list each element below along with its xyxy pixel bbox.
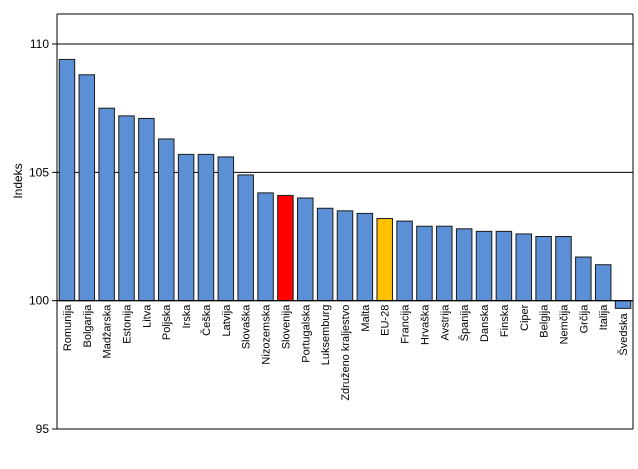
- x-tick-label: Hrvaška: [419, 304, 431, 345]
- x-tick-label: Združeno kraljestvo: [340, 305, 352, 401]
- bar: [157, 138, 175, 302]
- x-tick-label: Irska: [181, 304, 193, 329]
- x-tick-label: Italija: [598, 304, 610, 331]
- x-tick-label: Nizozemska: [261, 304, 273, 365]
- bar: [197, 153, 215, 302]
- x-tick-label: Romunija: [62, 304, 74, 351]
- x-tick-label: Švedska: [617, 312, 630, 355]
- bar: [277, 194, 294, 302]
- x-tick-label: Nemčija: [558, 304, 570, 345]
- x-tick-label: Malta: [360, 304, 372, 332]
- x-tick-label: Finska: [499, 304, 511, 337]
- x-tick-label: Belgija: [539, 304, 551, 338]
- x-tick-label: Češka: [200, 304, 213, 336]
- x-tick-label: Slovenija: [280, 304, 292, 350]
- bar: [257, 192, 274, 302]
- bar: [376, 218, 393, 302]
- x-tick-label: Francija: [400, 304, 412, 344]
- bar: [237, 174, 254, 302]
- bar: [396, 220, 413, 302]
- bar: [217, 156, 235, 302]
- y-axis-label: Indeks: [11, 163, 25, 198]
- bar: [594, 264, 612, 302]
- x-tick-label: Slovaška: [241, 304, 253, 350]
- x-tick-label: Luksemburg: [320, 305, 332, 366]
- x-tick-label: Avstrija: [439, 304, 451, 341]
- bar: [495, 230, 513, 302]
- x-tick-label: Poljska: [161, 304, 173, 340]
- y-tick-labels: 95 100 105 110: [29, 37, 49, 436]
- bar: [614, 300, 632, 309]
- x-tick-label: Estonija: [122, 304, 134, 344]
- y-tick-label: 105: [29, 165, 49, 179]
- x-tick-label: Ciper: [519, 304, 531, 331]
- bar: [455, 228, 473, 302]
- y-tick-label: 110: [30, 37, 49, 51]
- y-tick-label: 95: [36, 422, 50, 436]
- x-tick-label: Portugalska: [300, 304, 312, 363]
- bar: [316, 207, 334, 302]
- x-tick-label: EU-28: [380, 305, 392, 336]
- bar: [58, 58, 76, 302]
- bar: [356, 212, 374, 302]
- bar: [98, 107, 115, 302]
- category-labels: Romunija Bolgarija Madžarska Estonija Litva P…: [62, 304, 630, 401]
- bar: [475, 230, 493, 302]
- x-tick-label: Madžarska: [102, 304, 114, 359]
- bar: [118, 115, 135, 302]
- bar: [436, 225, 453, 302]
- x-tick-label: Latvija: [221, 304, 233, 337]
- bar: [297, 197, 314, 302]
- bar: [336, 210, 354, 302]
- bar: [515, 233, 533, 302]
- bar: [78, 74, 96, 302]
- x-tick-label: Litva: [141, 304, 153, 328]
- bars: [58, 58, 632, 309]
- x-tick-label: Grčija: [578, 304, 590, 334]
- bar: [575, 256, 592, 302]
- bar: [416, 225, 433, 302]
- bar: [535, 236, 552, 302]
- x-tick-label: Danska: [479, 304, 491, 342]
- x-tick-label: Bolgarija: [82, 304, 94, 348]
- bar: [555, 236, 572, 302]
- x-tick-label: Španija: [458, 304, 471, 342]
- bar: [138, 117, 155, 302]
- y-tick-label: 100: [29, 294, 49, 308]
- bar: [177, 153, 195, 302]
- axes: [56, 13, 634, 430]
